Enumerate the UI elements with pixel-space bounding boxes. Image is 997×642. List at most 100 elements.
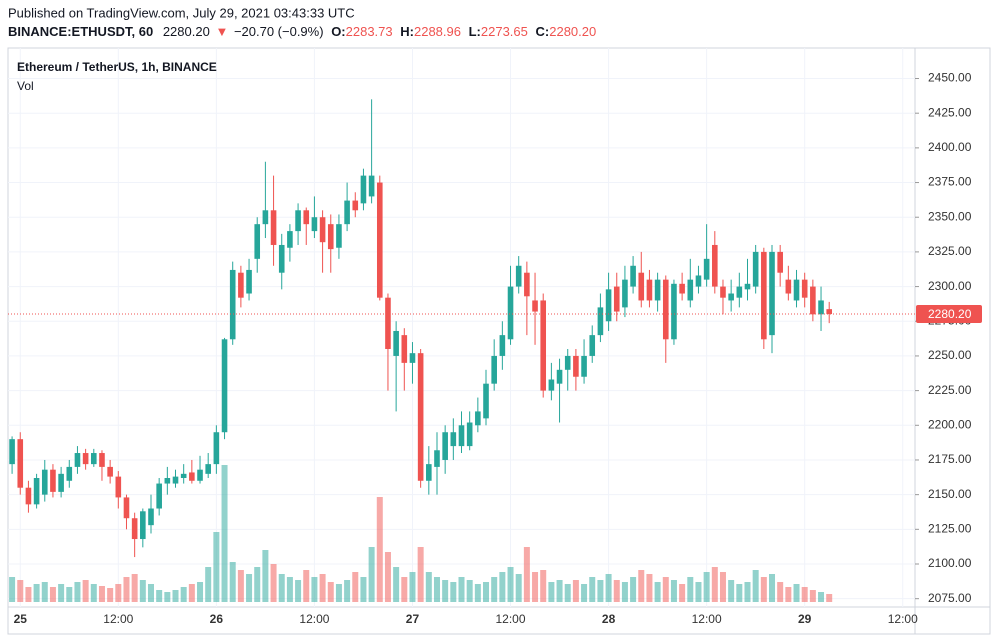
volume-bar — [172, 590, 179, 602]
y-tick-label: 2375.00 — [928, 175, 972, 189]
candle-body — [385, 297, 391, 349]
candle-body — [662, 279, 669, 340]
x-tick-label: 12:00 — [299, 612, 329, 626]
y-tick-label: 2300.00 — [928, 279, 972, 293]
volume-bar — [425, 572, 432, 602]
volume-bar — [695, 582, 702, 602]
volume-bar — [164, 592, 171, 602]
candle-body — [810, 286, 816, 315]
volume-bar — [662, 577, 669, 602]
volume-bar — [147, 584, 154, 602]
volume-bar — [376, 497, 383, 602]
candle-body — [303, 210, 310, 225]
l-label: L: — [469, 24, 481, 39]
candle-body — [327, 224, 334, 250]
volume-bar — [589, 577, 596, 602]
volume-bar — [760, 577, 767, 602]
x-tick-label: 26 — [210, 612, 224, 626]
candle-body — [458, 425, 465, 447]
volume-bar — [123, 577, 130, 602]
x-tick-label: 12:00 — [888, 612, 918, 626]
candle-body — [352, 200, 359, 211]
volume-bar — [286, 577, 293, 602]
volume-bar — [90, 584, 97, 602]
candle-body — [499, 335, 506, 356]
volume-bar — [33, 584, 40, 602]
candle-body — [597, 307, 604, 336]
candle-body — [801, 279, 808, 298]
candle-body — [115, 476, 122, 498]
candle-body — [41, 469, 48, 495]
volume-bar — [433, 577, 440, 602]
y-tick-label: 2450.00 — [928, 71, 972, 85]
y-tick-label: 2425.00 — [928, 105, 972, 119]
last-price-label: 2280.20 — [928, 307, 972, 321]
candle-body — [368, 175, 375, 197]
candle-body — [360, 175, 367, 204]
candle-body — [99, 453, 105, 467]
volume-bar — [278, 574, 285, 602]
candle-body — [589, 335, 596, 356]
candle-body — [287, 231, 293, 248]
volume-bar — [360, 577, 367, 602]
volume-bar — [450, 582, 457, 602]
candle-body — [58, 473, 64, 492]
h-label: H: — [400, 24, 414, 39]
chart-title: Ethereum / TetherUS, 1h, BINANCE — [17, 60, 217, 74]
volume-bar — [499, 572, 506, 602]
candle-body — [25, 487, 32, 505]
candle-body — [687, 279, 694, 301]
candle-body — [278, 244, 285, 273]
y-tick-label: 2175.00 — [928, 452, 972, 466]
publisher: Published on TradingView.com, July 29, 2… — [8, 5, 355, 20]
candle-body — [172, 476, 179, 484]
last-price-tag — [916, 305, 982, 324]
volume-bar — [532, 572, 539, 602]
candle-body — [777, 251, 783, 273]
candle-body — [654, 279, 661, 301]
candle-body — [131, 518, 138, 540]
volume-bar — [229, 562, 236, 602]
volume-bar — [483, 582, 490, 602]
volume-bar — [221, 465, 228, 602]
volume-bar — [507, 567, 514, 602]
volume-bar — [115, 584, 122, 602]
candle-body — [736, 286, 743, 298]
volume-bar — [82, 580, 89, 602]
candle-body — [491, 355, 497, 384]
volume-bar — [548, 582, 555, 602]
volume-bar — [719, 572, 726, 602]
candle-body — [74, 453, 81, 467]
y-tick-label: 2125.00 — [928, 521, 972, 535]
candle-body — [679, 283, 685, 294]
candle-body — [229, 269, 236, 340]
volume-bar — [826, 594, 833, 602]
volume-bar — [491, 577, 498, 602]
volume-bar — [254, 567, 261, 602]
candle-body — [344, 200, 350, 225]
candle-body — [548, 379, 555, 391]
volume-bar — [777, 582, 784, 602]
candle-body — [270, 210, 277, 245]
candle-body — [33, 478, 40, 505]
candle-body — [66, 466, 73, 481]
candle-body — [107, 466, 113, 477]
candle-body — [475, 411, 481, 426]
volume-bar — [442, 580, 449, 602]
candle-body — [336, 224, 342, 248]
volume-bar — [638, 570, 645, 602]
candle-body — [573, 355, 579, 377]
volume-bar — [605, 574, 612, 602]
candle-body — [630, 265, 636, 287]
candle-body — [409, 353, 416, 363]
volume-bar — [793, 584, 800, 602]
volume-bar — [572, 580, 579, 602]
volume-bar — [630, 577, 637, 602]
symbol: BINANCE:ETHUSDT, 60 — [8, 24, 153, 39]
y-tick-label: 2100.00 — [928, 556, 972, 570]
o: 2283.73 — [346, 24, 393, 39]
candle-body — [221, 339, 228, 433]
candle-body — [532, 300, 538, 312]
volume-bar — [752, 570, 759, 602]
volume-bar — [368, 547, 375, 602]
